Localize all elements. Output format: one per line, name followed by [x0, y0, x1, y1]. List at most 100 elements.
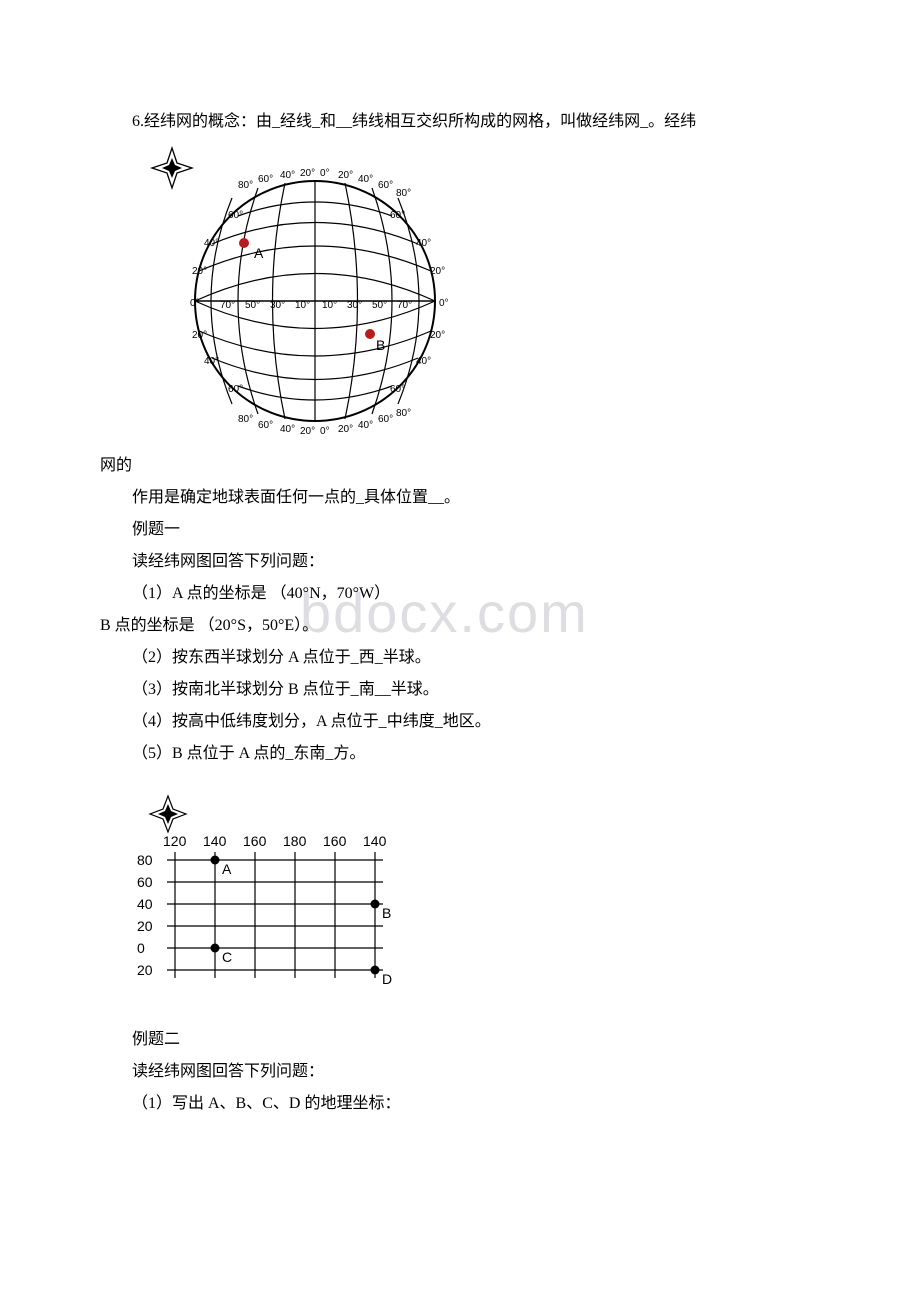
svg-text:C: C — [222, 949, 232, 965]
svg-text:60°: 60° — [228, 384, 243, 395]
point-a-marker — [239, 238, 249, 248]
example2-title: 例题二 — [100, 1024, 832, 1056]
q4-b: _地区。 — [435, 713, 491, 730]
q2-b: _半球。 — [375, 649, 431, 666]
p6-mid1: _和__ — [312, 113, 352, 130]
svg-text:20°: 20° — [338, 170, 353, 181]
svg-text:140: 140 — [363, 833, 387, 849]
svg-text:60°: 60° — [378, 414, 393, 425]
svg-text:20°: 20° — [192, 266, 207, 277]
p6-mid2: 相互交织所构成的网格，叫做 — [384, 113, 592, 130]
svg-text:60°: 60° — [258, 174, 273, 185]
p6-suffix: _。经纬 — [640, 113, 696, 130]
svg-text:60: 60 — [137, 874, 153, 890]
svg-text:10°: 10° — [295, 300, 310, 311]
example2-q1: （1）写出 A、B、C、D 的地理坐标： — [100, 1088, 832, 1120]
example1-q1: （1）A 点的坐标是 （40°N，70°W） — [100, 578, 832, 610]
svg-text:A: A — [222, 861, 232, 877]
svg-text:0°: 0° — [320, 426, 330, 437]
svg-text:160: 160 — [243, 833, 267, 849]
p6c-fill: 具体位置 — [364, 489, 428, 506]
q2-fill: 西 — [359, 649, 375, 666]
svg-text:140: 140 — [203, 833, 227, 849]
svg-text:30°: 30° — [270, 300, 285, 311]
example1-q3: （3）按南北半球划分 B 点位于_南__半球。 — [100, 674, 832, 706]
svg-text:40°: 40° — [280, 170, 295, 181]
example1-title: 例题一 — [100, 514, 832, 546]
p6-fill3: 经纬网 — [592, 113, 640, 130]
svg-text:40°: 40° — [358, 174, 373, 185]
svg-text:180: 180 — [283, 833, 307, 849]
svg-text:D: D — [382, 971, 392, 987]
svg-text:20°: 20° — [192, 330, 207, 341]
svg-text:0°: 0° — [439, 298, 449, 309]
grid-points: A B C D — [211, 856, 393, 988]
example1-intro: 读经纬网图回答下列问题： — [100, 546, 832, 578]
q4-a: （4）按高中低纬度划分，A 点位于_ — [132, 713, 387, 730]
globe-figure: A B 0° 0° 20° 20° 40° 40° 60° 60° 20° 20° 40°… — [150, 146, 832, 446]
svg-text:70°: 70° — [397, 300, 412, 311]
north-star-icon — [150, 796, 186, 832]
svg-text:60°: 60° — [390, 210, 405, 221]
svg-text:10°: 10° — [322, 300, 337, 311]
svg-text:70°: 70° — [220, 300, 235, 311]
svg-text:60°: 60° — [378, 180, 393, 191]
svg-text:40°: 40° — [204, 238, 219, 249]
q5-a: （5）B 点位于 A 点的_ — [132, 745, 293, 762]
svg-text:160: 160 — [323, 833, 347, 849]
grid-figure: 120 140 160 180 160 140 80 60 40 20 0 20 A B C D — [120, 794, 832, 1014]
grid-lines — [167, 852, 383, 978]
svg-text:80: 80 — [137, 852, 153, 868]
document-body: 6.经纬网的概念：由_经线_和__纬线相互交织所构成的网格，叫做经纬网_。经纬 — [100, 106, 832, 1120]
svg-text:40°: 40° — [416, 238, 431, 249]
example2-intro: 读经纬网图回答下列问题： — [100, 1056, 832, 1088]
svg-text:40°: 40° — [358, 420, 373, 431]
example1-q1b: B 点的坐标是 （20°S，50°E）。 — [100, 610, 832, 642]
svg-text:20: 20 — [137, 962, 153, 978]
svg-text:80°: 80° — [238, 414, 253, 425]
svg-text:80°: 80° — [396, 408, 411, 419]
point-a-label: A — [254, 245, 264, 261]
point-b-label: B — [376, 337, 385, 353]
svg-text:50°: 50° — [372, 300, 387, 311]
q5-fill: 东南 — [293, 745, 325, 762]
example1-q2: （2）按东西半球划分 A 点位于_西_半球。 — [100, 642, 832, 674]
svg-text:0°: 0° — [320, 168, 330, 179]
q3-b: __半球。 — [375, 681, 439, 698]
q2-a: （2）按东西半球划分 A 点位于_ — [132, 649, 359, 666]
svg-text:B: B — [382, 905, 391, 921]
svg-text:120: 120 — [163, 833, 187, 849]
p6-fill2: 纬线 — [352, 113, 384, 130]
svg-text:60°: 60° — [390, 384, 405, 395]
svg-text:30°: 30° — [347, 300, 362, 311]
point-b-marker — [365, 329, 375, 339]
grid-svg: 120 140 160 180 160 140 80 60 40 20 0 20 A B C D — [120, 794, 440, 1014]
svg-text:40°: 40° — [416, 356, 431, 367]
svg-text:80°: 80° — [396, 188, 411, 199]
svg-text:20°: 20° — [338, 424, 353, 435]
svg-text:0: 0 — [137, 940, 145, 956]
q3-fill: 南 — [359, 681, 375, 698]
p6-fill1: 经线 — [280, 113, 312, 130]
globe-svg: A B 0° 0° 20° 20° 40° 40° 60° 60° 20° 20° 40°… — [150, 146, 490, 446]
paragraph-6-line1: 6.经纬网的概念：由_经线_和__纬线相互交织所构成的网格，叫做经纬网_。经纬 — [100, 106, 832, 138]
svg-text:50°: 50° — [245, 300, 260, 311]
svg-text:20°: 20° — [430, 266, 445, 277]
north-star-icon — [152, 148, 192, 188]
svg-text:20°: 20° — [430, 330, 445, 341]
svg-text:80°: 80° — [238, 180, 253, 191]
q3-a: （3）按南北半球划分 B 点位于_ — [132, 681, 359, 698]
p6c-suffix: __。 — [428, 489, 460, 506]
paragraph-6-line2: 网的 — [100, 450, 832, 482]
svg-text:60°: 60° — [258, 420, 273, 431]
svg-text:40°: 40° — [204, 356, 219, 367]
svg-text:60°: 60° — [228, 210, 243, 221]
svg-text:20: 20 — [137, 918, 153, 934]
p6c-prefix: 作用是确定地球表面任何一点的_ — [132, 489, 364, 506]
example1-q5: （5）B 点位于 A 点的_东南_方。 — [100, 738, 832, 770]
paragraph-6-line3: 作用是确定地球表面任何一点的_具体位置__。 — [100, 482, 832, 514]
svg-text:40°: 40° — [280, 424, 295, 435]
svg-text:20°: 20° — [300, 426, 315, 437]
svg-text:40: 40 — [137, 896, 153, 912]
q5-b: _方。 — [325, 745, 365, 762]
